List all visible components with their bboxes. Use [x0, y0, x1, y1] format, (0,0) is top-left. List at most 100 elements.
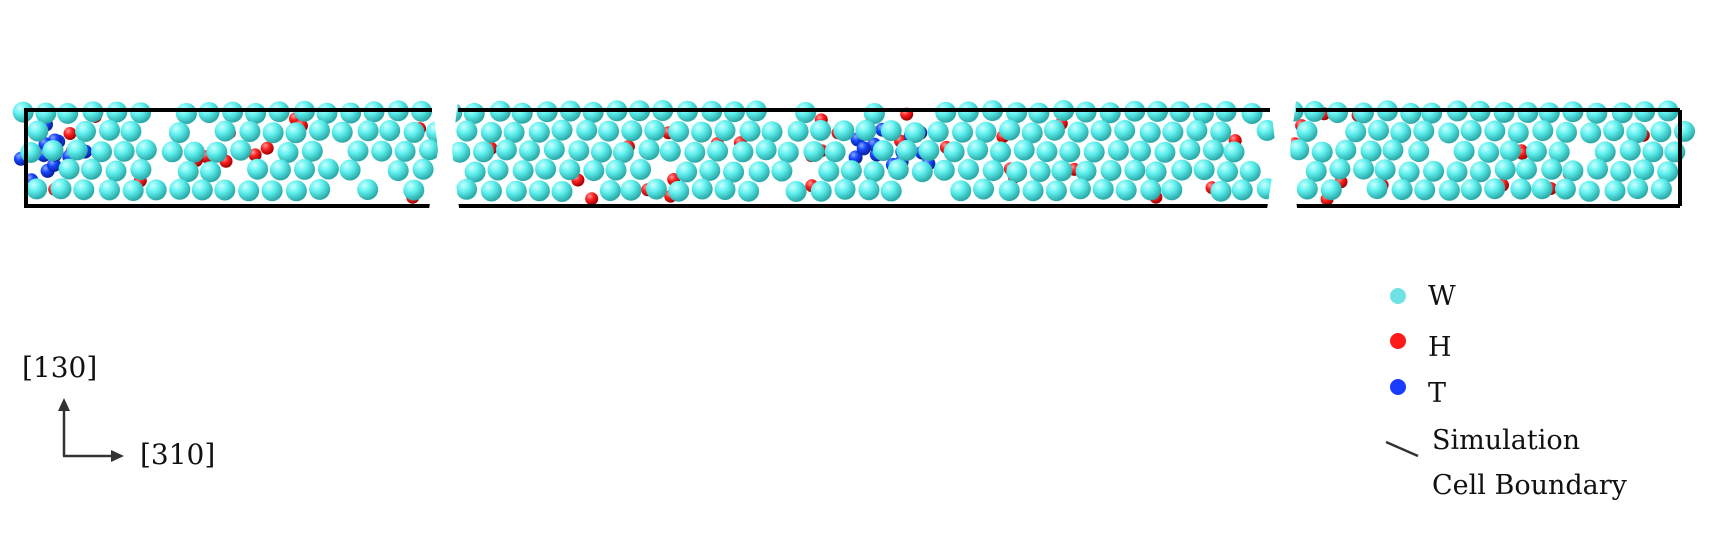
w-atom: [419, 139, 440, 161]
w-atom: [487, 159, 509, 181]
w-atom: [1366, 178, 1388, 200]
w-atom: [880, 120, 902, 142]
legend-label-boundary-line2: Cell Boundary: [1432, 470, 1628, 501]
w-atom: [1642, 141, 1664, 163]
w-atom: [1145, 161, 1167, 183]
w-atom: [1124, 159, 1146, 181]
arrow-up-icon: [58, 398, 70, 411]
w-atom: [1296, 178, 1318, 200]
w-atom: [1516, 158, 1537, 180]
w-atom: [357, 120, 379, 142]
w-atom: [551, 181, 573, 202]
w-atom: [872, 140, 894, 161]
w-atom: [795, 102, 817, 123]
w-atom: [880, 180, 902, 202]
w-atom: [1398, 161, 1420, 183]
w-atom: [130, 159, 152, 180]
w-atom: [999, 119, 1021, 141]
w-atom: [214, 179, 236, 201]
w-atom: [605, 159, 627, 181]
w-atom: [214, 120, 236, 142]
w-atom: [145, 179, 167, 201]
w-atom: [1139, 121, 1161, 143]
w-atom: [1130, 140, 1151, 162]
w-atom: [1580, 122, 1602, 144]
w-atom: [1202, 139, 1224, 161]
w-atom: [57, 102, 79, 124]
legend-label-t: T: [1428, 378, 1446, 409]
w-atom: [1090, 120, 1112, 142]
w-atom: [918, 139, 940, 161]
w-atom: [113, 140, 135, 162]
w-atom: [1438, 122, 1460, 144]
w-atom: [247, 158, 269, 180]
w-atom: [1603, 120, 1625, 142]
w-atom: [1028, 102, 1050, 124]
w-atom: [1484, 178, 1506, 200]
w-atom: [621, 120, 643, 142]
t-atom: [856, 141, 871, 156]
w-atom: [576, 119, 598, 141]
w-atom: [285, 122, 307, 144]
w-atom: [1610, 160, 1632, 182]
legend-marker-t: [1390, 379, 1406, 395]
w-atom: [1494, 159, 1516, 181]
w-atom: [858, 179, 880, 201]
break-gap: [428, 100, 1298, 216]
w-atom: [456, 120, 478, 142]
w-atom: [1390, 122, 1412, 143]
w-atom: [863, 161, 885, 183]
w-atom: [1478, 141, 1500, 163]
w-atom: [1627, 178, 1649, 200]
w-atom: [1296, 120, 1318, 142]
w-atom: [387, 160, 409, 182]
w-atom: [927, 121, 949, 143]
w-atom: [535, 158, 557, 180]
w-atom: [1241, 103, 1263, 124]
w-atom: [301, 140, 323, 162]
w-atom: [99, 119, 120, 141]
w-atom: [269, 159, 291, 181]
w-atom: [1311, 141, 1333, 163]
w-atom: [620, 179, 642, 201]
w-atom: [785, 180, 807, 202]
w-atom: [1650, 121, 1672, 143]
w-atom: [12, 101, 34, 123]
axes-indicator: [130] [310]: [22, 351, 215, 471]
w-atom: [239, 121, 261, 142]
w-atom: [1029, 161, 1051, 182]
w-atom: [1021, 122, 1043, 144]
w-atom: [1446, 161, 1468, 183]
w-atom: [99, 179, 120, 201]
w-atom: [130, 102, 152, 124]
w-atom: [473, 141, 494, 163]
w-atom: [331, 121, 353, 143]
w-atom: [771, 160, 793, 182]
w-atom: [1115, 179, 1137, 201]
w-atom: [1154, 141, 1176, 163]
w-atom: [1179, 139, 1201, 161]
w-atom: [294, 158, 315, 180]
axis-label-vertical: [130]: [22, 351, 97, 384]
w-atom: [787, 120, 809, 142]
w-atom: [1453, 140, 1475, 162]
w-atom: [1499, 140, 1521, 162]
w-atom: [309, 178, 331, 200]
w-atom: [1554, 178, 1576, 200]
w-atom: [528, 121, 550, 143]
w-atom: [403, 121, 425, 143]
w-atom: [1562, 160, 1584, 182]
w-atom: [1408, 141, 1430, 162]
w-atom: [120, 120, 142, 142]
simulation-cell-boundary: [24, 108, 1682, 208]
w-atom: [91, 141, 112, 163]
w-atom: [958, 158, 979, 180]
h-atom: [248, 148, 262, 162]
w-atom: [26, 178, 48, 200]
w-atom: [1493, 101, 1515, 123]
w-atom: [933, 159, 955, 181]
w-atom: [347, 140, 369, 162]
w-atom: [691, 121, 713, 143]
w-atom: [206, 141, 228, 163]
w-atom: [998, 180, 1020, 202]
